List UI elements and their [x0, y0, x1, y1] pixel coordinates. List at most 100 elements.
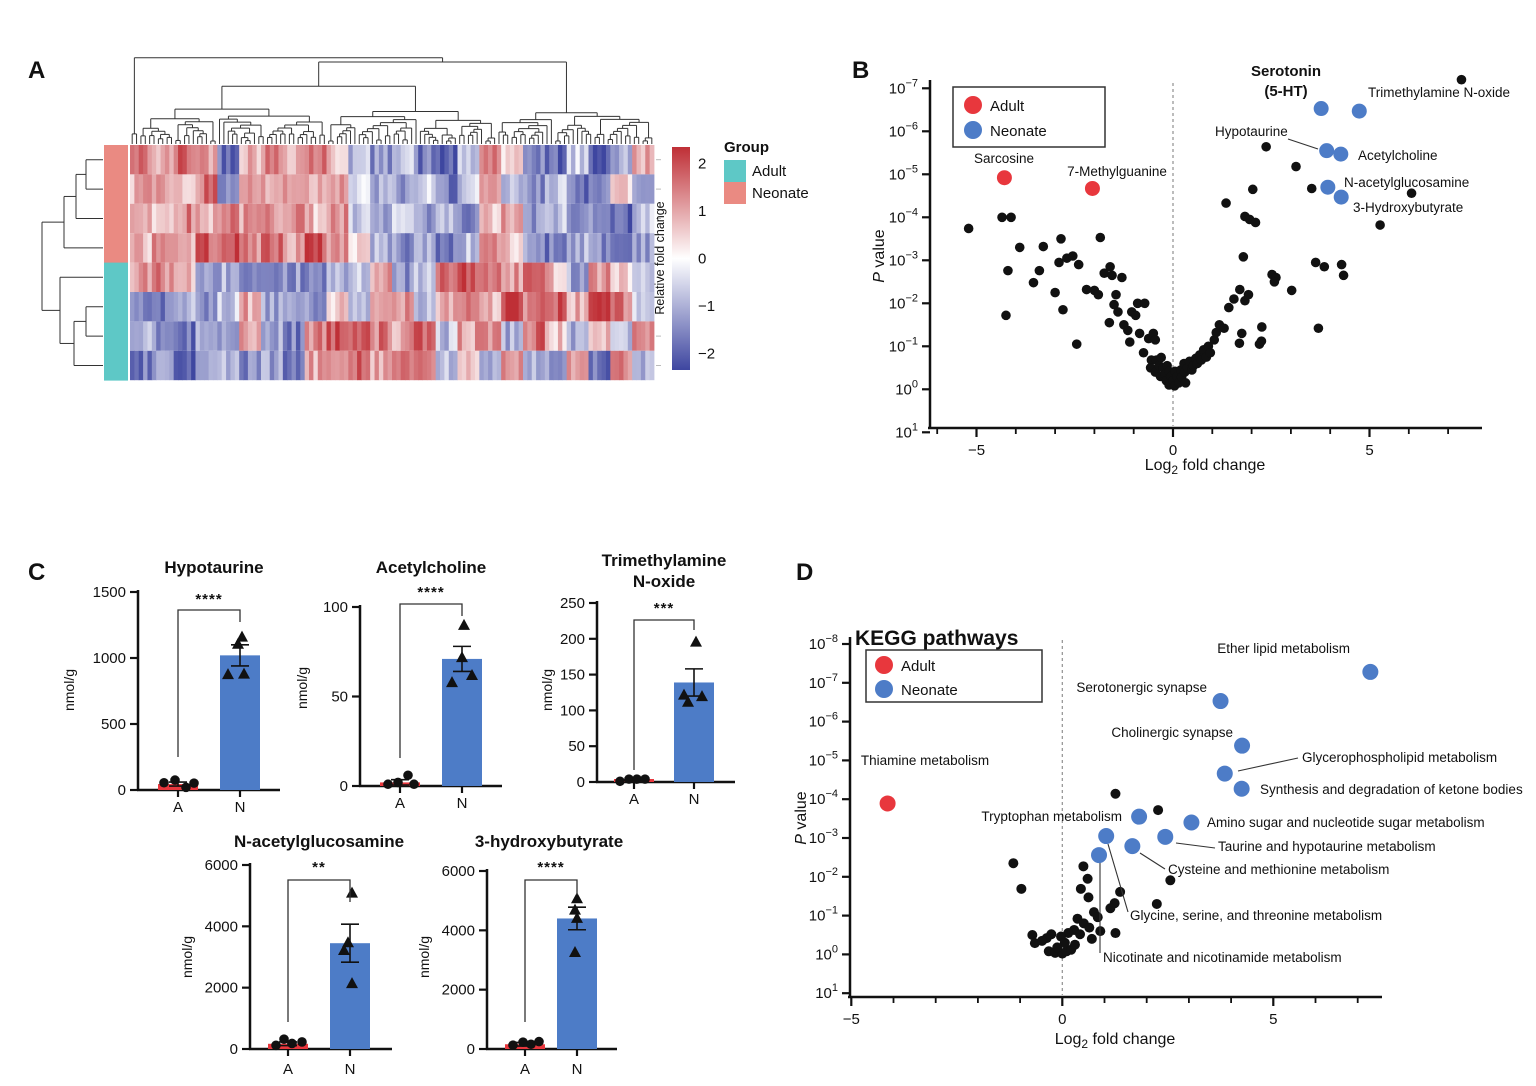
heatmap-cell: [527, 203, 533, 234]
heatmap-cell: [217, 233, 223, 263]
heatmap-cell: [143, 145, 148, 175]
heatmap-cell: [387, 233, 393, 263]
heatmap-cell: [300, 145, 306, 175]
row-group-strip: [104, 350, 128, 381]
bhb-sig: ****: [537, 859, 564, 876]
heatmap-cell: [274, 350, 279, 381]
data-point: [1111, 289, 1121, 300]
data-point: [1209, 335, 1220, 345]
heatmap-cell: [370, 321, 375, 351]
data-point: [1075, 929, 1086, 940]
heatmap-cell: [536, 233, 541, 263]
data-point: [1211, 327, 1222, 338]
labeled-data-point: [1333, 146, 1349, 162]
heatmap-cell: [619, 292, 624, 322]
heatmap-cell: [322, 145, 327, 175]
heatmap-cell: [287, 203, 292, 234]
heatmap-cell: [557, 292, 563, 322]
heatmap-cell: [186, 350, 192, 381]
panel-b-legend-neonate-label: Neonate: [990, 123, 1047, 140]
heatmap-cell: [518, 203, 524, 234]
heatmap-cell: [278, 292, 284, 322]
heatmap-cell: [156, 350, 161, 381]
heatmap-cell: [239, 350, 244, 381]
heatmap-cell: [619, 174, 624, 204]
heatmap-cell: [479, 145, 485, 175]
heatmap-cell: [400, 292, 406, 322]
heatmap-cell: [518, 174, 524, 204]
heatmap-cell: [195, 145, 201, 175]
heatmap-cell: [252, 203, 258, 234]
neonate-point: [571, 911, 583, 923]
heatmap-cell: [444, 321, 450, 351]
heatmap-cell: [440, 292, 445, 322]
heatmap-cell: [614, 321, 620, 351]
heatmap-cell: [295, 233, 301, 263]
panel-b-legend-neonate-dot: [964, 121, 982, 139]
data-point: [1003, 265, 1013, 276]
heatmap-cell: [239, 262, 244, 292]
panel-c-bars-group: 0500100015000501000501001502002500200040…: [93, 584, 735, 1058]
heatmap-cell: [492, 145, 498, 175]
heatmap-cell: [274, 174, 279, 204]
heatmap-cell: [614, 233, 620, 263]
heatmap-cell: [282, 292, 288, 322]
heatmap-cell: [579, 233, 585, 263]
neonate-point: [446, 676, 458, 688]
neonate-point: [569, 945, 581, 957]
y-tick-label: 10−3: [889, 249, 918, 269]
heatmap-cell: [636, 262, 642, 292]
heatmap-cell: [348, 262, 354, 292]
heatmap-cell: [501, 350, 506, 381]
heatmap-cell: [418, 233, 423, 263]
heatmap-cell: [230, 203, 236, 234]
heatmap-cell: [405, 321, 410, 351]
heatmap-cell: [649, 292, 655, 322]
heatmap-cell: [199, 321, 205, 351]
heatmap-cell: [199, 233, 205, 263]
panel-c-label: C: [28, 559, 45, 586]
heatmap-cell: [151, 262, 157, 292]
data-point: [1105, 903, 1116, 914]
heatmap-cell: [409, 145, 415, 175]
heatmap-cell: [186, 233, 192, 263]
heatmap-cell: [623, 321, 629, 351]
bhb-title: 3-hydroxybutyrate: [475, 832, 623, 851]
heatmap-cell: [531, 321, 537, 351]
heatmap-cell: [348, 145, 354, 175]
heatmap-cell: [557, 145, 563, 175]
heatmap-cell: [374, 174, 380, 204]
heatmap-cell: [523, 350, 528, 381]
heatmap-cell: [335, 262, 340, 292]
heatmap-cell: [514, 292, 520, 322]
neonate-point: [222, 668, 234, 680]
heatmap-cell: [579, 350, 585, 381]
tmao-cat-a: A: [629, 791, 639, 808]
heatmap-cell: [243, 292, 249, 322]
panel-b-label: B: [852, 57, 869, 84]
heatmap-cell: [256, 203, 262, 234]
data-point: [1093, 289, 1104, 300]
heatmap-cell: [640, 233, 646, 263]
heatmap-cell: [304, 321, 310, 351]
heatmap-cell: [435, 233, 441, 263]
y-tick-label: 0: [230, 1041, 238, 1058]
heatmap-cell: [195, 321, 201, 351]
heatmap-cell: [182, 350, 188, 381]
heatmap-cell: [575, 262, 581, 292]
significance-bracket: [524, 879, 578, 1022]
heatmap-cell: [488, 292, 493, 322]
heatmap-cell: [261, 203, 266, 234]
heatmap-cell: [431, 292, 437, 322]
heatmap-cell: [156, 233, 161, 263]
heatmap-cell: [575, 292, 581, 322]
adult-point: [615, 776, 625, 787]
y-tick-label: 100: [895, 378, 918, 398]
heatmap-cell: [627, 174, 633, 204]
heatmap-cell: [212, 350, 218, 381]
heatmap-cell: [527, 292, 533, 322]
data-point: [1008, 858, 1019, 869]
adult-point: [383, 779, 393, 790]
heatmap-cell: [562, 262, 568, 292]
neonate-swatch-label: Neonate: [752, 185, 809, 202]
